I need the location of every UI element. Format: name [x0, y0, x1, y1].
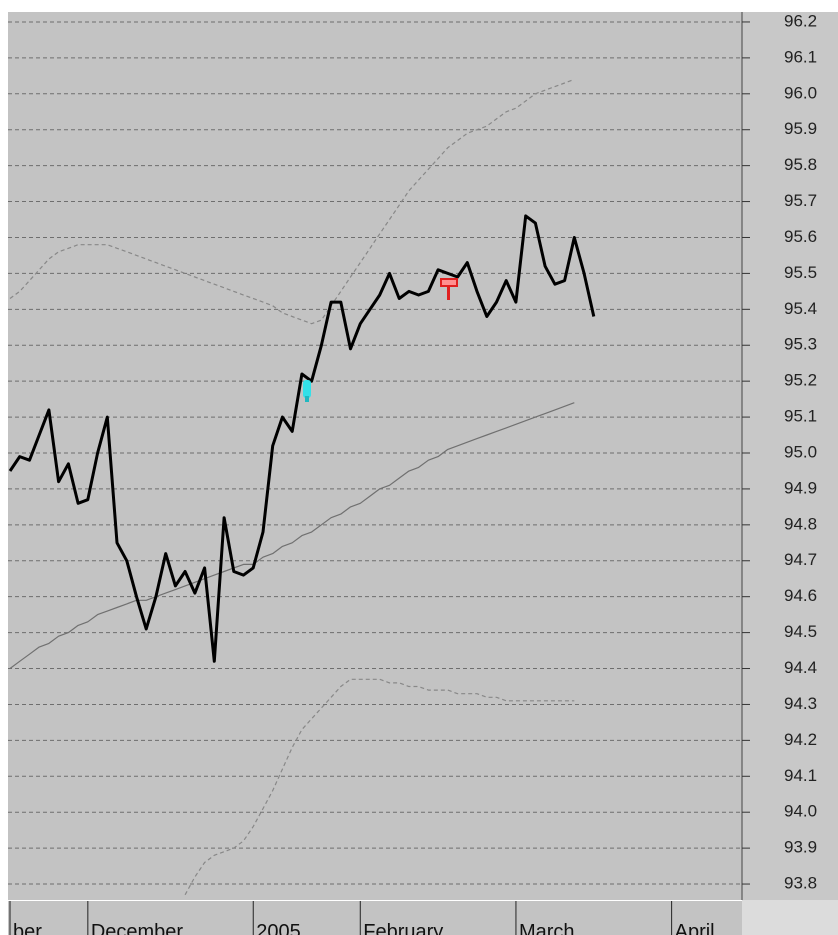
y-tick-label: 94.5 [784, 622, 817, 641]
y-tick-label: 94.0 [784, 802, 817, 821]
series-layer [8, 78, 596, 896]
plot-area [8, 12, 742, 900]
x-tick-label: April [675, 921, 715, 935]
y-tick-label: 96.2 [784, 11, 817, 30]
y-tick-label: 95.4 [784, 299, 817, 318]
y-tick-label: 95.3 [784, 335, 817, 354]
y-tick-label: 94.1 [784, 766, 817, 785]
series-line [9, 78, 575, 325]
y-tick-label: 95.9 [784, 119, 817, 138]
x-axis-area [8, 900, 742, 935]
y-tick-label: 94.2 [784, 730, 817, 749]
y-tick-label: 95.8 [784, 155, 817, 174]
x-tick-label: 2005 [256, 921, 301, 935]
x-tick-label: ber [13, 921, 42, 935]
y-tick-label: 96.1 [784, 47, 817, 66]
y-tick-label: 95.7 [784, 191, 817, 210]
y-axis-area [742, 12, 838, 900]
x-tick-label: February [363, 921, 443, 935]
y-tick-label: 95.5 [784, 263, 817, 282]
y-tick-label: 95.1 [784, 407, 817, 426]
y-tick-label: 94.6 [784, 586, 817, 605]
grid [8, 21, 742, 885]
series-line [184, 678, 575, 896]
y-tick-label: 94.3 [784, 694, 817, 713]
series-line [8, 214, 596, 663]
y-tick-label: 93.8 [784, 874, 817, 893]
y-tick-label: 94.8 [784, 514, 817, 533]
y-tick-label: 93.9 [784, 838, 817, 857]
y-tick-label: 95.0 [784, 442, 817, 461]
y-tick-label: 95.2 [784, 371, 817, 390]
x-tick-label: December [91, 921, 184, 935]
corner [742, 900, 838, 935]
buy-signal-icon [303, 380, 311, 402]
y-tick-label: 94.4 [784, 658, 817, 677]
x-tick-label: March [519, 921, 575, 935]
y-tick-label: 94.9 [784, 478, 817, 497]
y-tick-label: 96.0 [784, 83, 817, 102]
y-tick-label: 95.6 [784, 227, 817, 246]
axis-layer: 93.8 93.9 94.0 94.1 94.2 94.3 94.4 94.5 94.6 94.7… [9, 11, 817, 935]
sell-signal-icon [440, 278, 458, 300]
series-line [9, 402, 575, 669]
y-tick-label: 94.7 [784, 550, 817, 569]
